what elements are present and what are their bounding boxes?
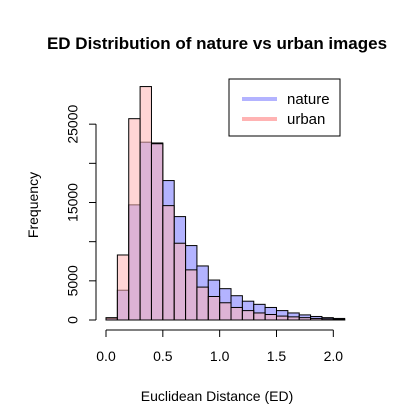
axes-layer: 0.0 0.5 1.0 1.5 2.0 0 5000 15000 25000: [65, 104, 344, 364]
legend-box: [228, 78, 341, 137]
y-tick-label-0: 0: [65, 316, 81, 324]
bar-urban-16: [287, 316, 300, 321]
bar-urban-13: [253, 312, 266, 321]
x-tick-label-4: 2.0: [324, 348, 344, 364]
bar-urban-0: [105, 317, 118, 321]
bar-urban-19: [321, 318, 334, 321]
x-tick-label-0: 0.0: [96, 348, 116, 364]
bar-urban-15: [275, 315, 289, 321]
x-axis-label: Euclidean Distance (ED): [141, 388, 294, 404]
bar-urban-11: [230, 306, 243, 321]
bar-urban-18: [310, 317, 323, 321]
bar-urban-6: [173, 242, 187, 321]
x-tick-label-3: 1.5: [267, 348, 287, 364]
bar-urban-2: [128, 118, 141, 321]
legend: nature urban: [228, 78, 341, 137]
bar-urban-20: [332, 318, 346, 321]
bar-urban-8: [196, 286, 209, 321]
bar-urban-3: [139, 86, 152, 321]
y-tick-label-3: 25000: [65, 104, 81, 143]
chart-title: ED Distribution of nature vs urban image…: [47, 34, 387, 53]
x-tick-label-1: 0.5: [153, 348, 173, 364]
series-urban: [105, 86, 346, 321]
x-tick-label-2: 1.0: [210, 348, 230, 364]
bar-urban-1: [116, 254, 130, 321]
legend-label-nature: nature: [287, 91, 330, 108]
bar-urban-12: [241, 310, 255, 321]
bar-urban-14: [264, 314, 277, 321]
bar-urban-7: [185, 269, 198, 321]
bar-urban-5: [162, 205, 175, 321]
y-tick-label-2: 15000: [65, 183, 81, 222]
bar-urban-4: [150, 143, 164, 321]
legend-label-urban: urban: [287, 111, 325, 128]
y-tick-label-1: 5000: [65, 265, 81, 296]
bar-urban-10: [219, 302, 232, 321]
bar-urban-17: [298, 317, 312, 321]
bar-urban-9: [207, 296, 221, 321]
bars-layer: [105, 86, 346, 321]
y-axis-label: Frequency: [25, 172, 41, 238]
